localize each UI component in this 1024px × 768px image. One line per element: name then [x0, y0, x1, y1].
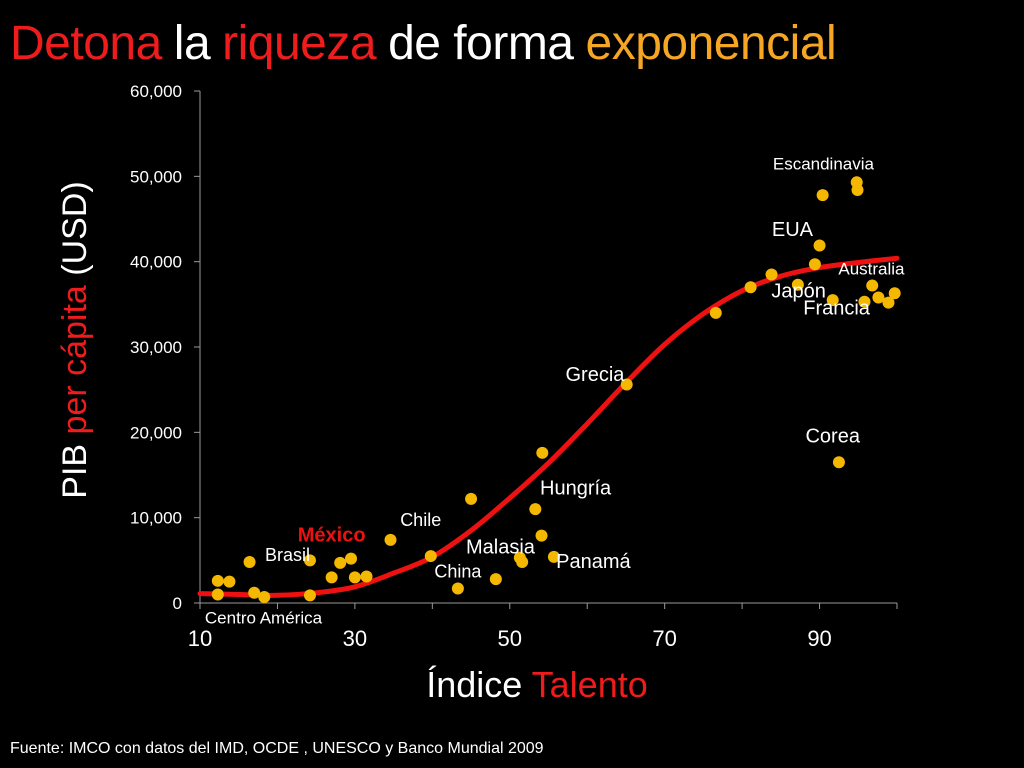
axis-title-part: PIB	[56, 444, 94, 499]
data-point	[243, 556, 256, 569]
country-label: Japón	[771, 281, 826, 303]
x-tick-label: 50	[498, 626, 522, 651]
x-tick-label: 70	[652, 626, 676, 651]
data-point	[765, 268, 778, 281]
data-point	[424, 550, 437, 563]
axis-title-part: (USD)	[56, 181, 94, 285]
y-tick-label: 50,000	[130, 167, 182, 186]
country-label: Brasil	[265, 545, 310, 565]
axis-title-part: per cápita	[56, 285, 94, 444]
data-point	[882, 296, 895, 309]
title-part-de-forma: de forma	[388, 17, 574, 70]
data-point	[345, 552, 358, 565]
data-point	[535, 529, 548, 542]
data-point	[451, 582, 464, 595]
data-point	[348, 571, 361, 584]
data-point	[248, 586, 261, 599]
data-point	[832, 456, 845, 469]
trend-curve-layer	[197, 255, 900, 598]
x-tick-label: 90	[807, 626, 831, 651]
y-axis-title: PIB per cápita (USD)	[56, 181, 94, 498]
axis-title-part: Índice	[426, 664, 522, 705]
data-point	[303, 554, 316, 567]
data-point	[211, 574, 224, 587]
y-tick-label: 20,000	[130, 423, 182, 442]
x-tick-label: 10	[188, 626, 212, 651]
y-tick-label: 0	[173, 594, 182, 613]
data-point	[808, 258, 821, 271]
country-label: Hungría	[540, 478, 612, 500]
y-tick-label: 40,000	[130, 253, 182, 272]
data-point	[334, 556, 347, 569]
country-label: Corea	[805, 426, 860, 448]
y-tick-label: 10,000	[130, 509, 182, 528]
data-point	[826, 294, 839, 307]
data-point	[858, 295, 871, 308]
data-point	[744, 281, 757, 294]
chart-axes: 0 10,000 20,000 30,000 40,000 50,000 60,000 10 3…	[130, 82, 898, 651]
data-point	[465, 492, 478, 505]
country-label: Centro América	[205, 608, 323, 627]
title-part-detona: Detona	[10, 17, 162, 70]
data-point	[384, 533, 397, 546]
country-label: Panamá	[556, 551, 631, 573]
data-points-layer	[211, 176, 901, 604]
data-point	[620, 378, 633, 391]
country-label: México	[298, 525, 366, 547]
country-label: Grecia	[566, 364, 626, 386]
data-point	[223, 575, 236, 588]
title-part-exponencial: exponencial	[585, 17, 837, 70]
country-label: Australia	[838, 259, 905, 278]
country-label: Chile	[400, 510, 441, 530]
axis-title-part: Talento	[522, 664, 647, 705]
title-part-riqueza: riqueza	[222, 17, 377, 70]
data-point	[816, 189, 829, 202]
data-point	[813, 239, 826, 252]
y-tick-label: 30,000	[130, 338, 182, 357]
data-point	[516, 556, 529, 569]
country-label: Malasia	[466, 537, 536, 559]
data-point	[851, 183, 864, 196]
trend-curve	[197, 255, 900, 598]
country-label: EUA	[772, 219, 814, 241]
country-label: Escandinavia	[773, 155, 875, 174]
slide-title: Detona la riqueza de forma exponencial	[10, 14, 837, 74]
data-point	[529, 503, 542, 516]
data-point	[872, 291, 885, 304]
data-point	[791, 278, 804, 291]
data-point	[360, 570, 373, 583]
x-axis-title: Índice Talento	[426, 664, 648, 705]
data-point	[211, 588, 224, 601]
data-point	[547, 550, 560, 563]
y-tick-label: 60,000	[130, 82, 182, 101]
data-point	[709, 306, 722, 319]
data-point	[258, 591, 271, 604]
country-label: Francia	[803, 298, 871, 320]
data-point	[489, 573, 502, 586]
data-point	[888, 287, 901, 300]
source-note: Fuente: IMCO con datos del IMD, OCDE , U…	[10, 740, 544, 757]
x-tick-label: 30	[343, 626, 367, 651]
data-point	[536, 446, 549, 459]
data-point	[325, 571, 338, 584]
title-part-la: la	[173, 17, 211, 70]
country-label: China	[434, 561, 482, 581]
data-point	[866, 279, 879, 292]
data-point	[303, 589, 316, 602]
